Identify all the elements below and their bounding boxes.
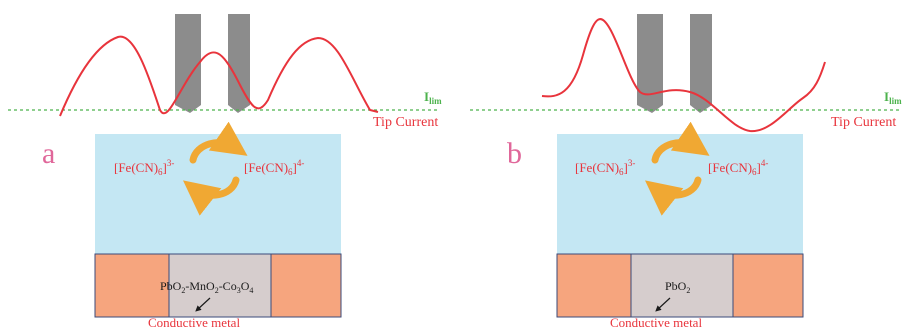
substrate-left-metal [94, 253, 170, 318]
substrate-right-metal [732, 253, 804, 318]
redox-cycle-icon [182, 121, 248, 216]
pointer-arrow-icon [195, 297, 211, 312]
tip-current-label: Tip Current [831, 115, 896, 130]
ilim-label: Ilim [424, 89, 442, 106]
tip-right-wall [690, 14, 712, 113]
panel-b: b Ilim Tip Current [Fe(CN)6]3- [Fe(CN)6]… [470, 14, 902, 330]
panel-letter: a [42, 137, 55, 170]
conductive-metal-label: Conductive metal [148, 315, 240, 330]
tip-current-label: Tip Current [373, 115, 438, 130]
tip-current-curve [541, 18, 826, 133]
species-ferricyanide: [Fe(CN)6]3- [575, 158, 635, 177]
redox-cycle-icon [644, 121, 710, 216]
species-ferricyanide: [Fe(CN)6]3- [114, 158, 174, 177]
catalyst-label: PbO2-MnO2-Co3O4 [160, 279, 253, 295]
pointer-arrow-icon [655, 297, 671, 312]
panel-a: a Ilim Tip Current [Fe(CN)6]3- [Fe(CN)6]… [8, 14, 442, 330]
substrate-right-metal [270, 253, 342, 318]
species-ferrocyanide: [Fe(CN)6]4- [244, 158, 304, 177]
tip-left-wall [637, 14, 663, 113]
ilim-label: Ilim [884, 89, 902, 106]
catalyst-region [630, 253, 734, 318]
conductive-metal-label: Conductive metal [610, 315, 702, 330]
substrate-left-metal [556, 253, 632, 318]
tip-left-wall [175, 14, 201, 113]
panel-letter: b [507, 137, 522, 170]
catalyst-label: PbO2 [665, 279, 690, 295]
tip-right-wall [228, 14, 250, 113]
species-ferrocyanide: [Fe(CN)6]4- [708, 158, 768, 177]
tip-current-curve [59, 35, 379, 117]
catalyst-region [168, 253, 272, 318]
